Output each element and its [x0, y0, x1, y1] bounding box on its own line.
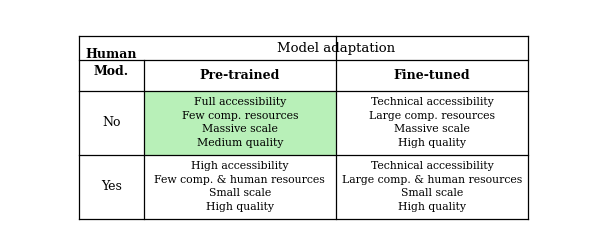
Text: Pre-trained: Pre-trained: [200, 69, 280, 82]
Text: No: No: [102, 116, 120, 129]
Bar: [144, 91, 336, 155]
Text: Technical accessibility
Large comp. resources
Massive scale
High quality: Technical accessibility Large comp. reso…: [369, 97, 495, 148]
Text: Technical accessibility
Large comp. & human resources
Small scale
High quality: Technical accessibility Large comp. & hu…: [342, 161, 522, 212]
Text: Human
Mod.: Human Mod.: [85, 48, 137, 78]
Text: Model adaptation: Model adaptation: [277, 42, 395, 54]
Text: Yes: Yes: [101, 180, 121, 193]
Text: High accessibility
Few comp. & human resources
Small scale
High quality: High accessibility Few comp. & human res…: [155, 161, 325, 212]
Text: Full accessibility
Few comp. resources
Massive scale
Medium quality: Full accessibility Few comp. resources M…: [182, 97, 298, 148]
Text: Fine-tuned: Fine-tuned: [394, 69, 470, 82]
